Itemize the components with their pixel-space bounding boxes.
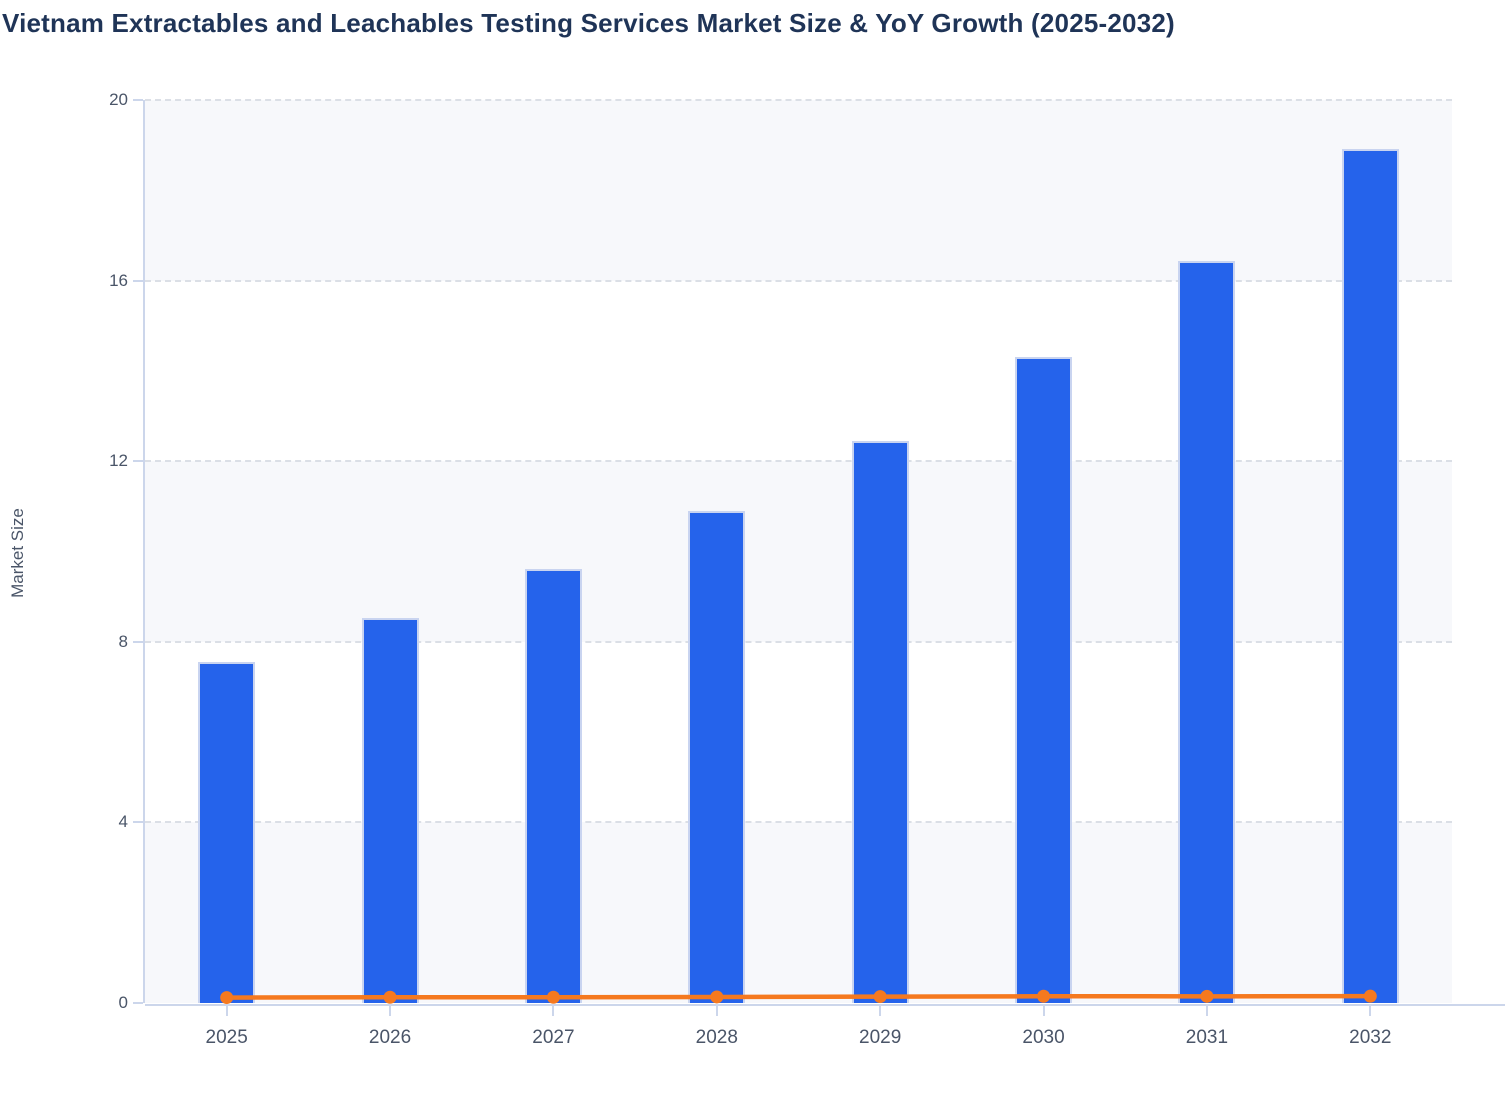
- gridline: [145, 99, 1452, 101]
- x-axis-label: 2027: [532, 1027, 575, 1048]
- y-axis-line: [143, 100, 145, 1003]
- x-axis-label: 2026: [368, 1027, 412, 1048]
- y-axis-label: 16: [109, 270, 128, 290]
- x-axis-tick: [1205, 1006, 1208, 1016]
- y-axis-tick: [133, 460, 143, 463]
- bar-2027: [524, 569, 582, 1003]
- x-axis-label: 2030: [1022, 1027, 1065, 1048]
- plot-band: [145, 100, 1452, 281]
- bar-2030: [1015, 356, 1073, 1003]
- bar-2026: [361, 618, 419, 1003]
- x-axis-line: [145, 1004, 1505, 1006]
- y-axis-tick: [133, 279, 143, 282]
- y-axis-tick: [133, 821, 143, 824]
- x-axis-tick: [552, 1006, 555, 1016]
- x-axis-tick: [225, 1006, 228, 1016]
- bar-2031: [1178, 261, 1236, 1003]
- x-axis-tick: [389, 1006, 392, 1016]
- y-axis-label: 0: [118, 993, 128, 1012]
- x-axis-tick: [879, 1006, 882, 1016]
- gridline: [145, 640, 1452, 643]
- x-axis-label: 2025: [205, 1027, 248, 1048]
- x-axis-label: 2032: [1349, 1027, 1392, 1048]
- plot-band: [145, 461, 1452, 642]
- gridline: [145, 460, 1452, 463]
- plot-band: [145, 822, 1452, 1003]
- y-axis-tick: [133, 99, 143, 101]
- y-axis-label: 8: [118, 631, 128, 651]
- chart-title: Vietnam Extractables and Leachables Test…: [2, 8, 1175, 38]
- y-axis-tick: [133, 1002, 143, 1004]
- gridline: [145, 279, 1452, 282]
- x-axis-tick: [1369, 1006, 1372, 1016]
- y-axis-label: 4: [118, 812, 128, 832]
- bar-2028: [688, 510, 746, 1003]
- bar-2032: [1341, 149, 1399, 1003]
- x-axis-label: 2031: [1185, 1027, 1229, 1048]
- bar-2025: [198, 662, 256, 1003]
- x-axis-tick: [1042, 1006, 1045, 1016]
- bar-2029: [851, 440, 909, 1003]
- x-axis-label: 2028: [695, 1027, 738, 1048]
- y-axis-tick: [133, 640, 143, 643]
- y-axis-label: 12: [109, 451, 128, 471]
- gridline: [145, 821, 1452, 824]
- y-axis-label: 20: [109, 90, 128, 109]
- x-axis-tick: [715, 1006, 718, 1016]
- x-axis-label: 2029: [859, 1027, 902, 1048]
